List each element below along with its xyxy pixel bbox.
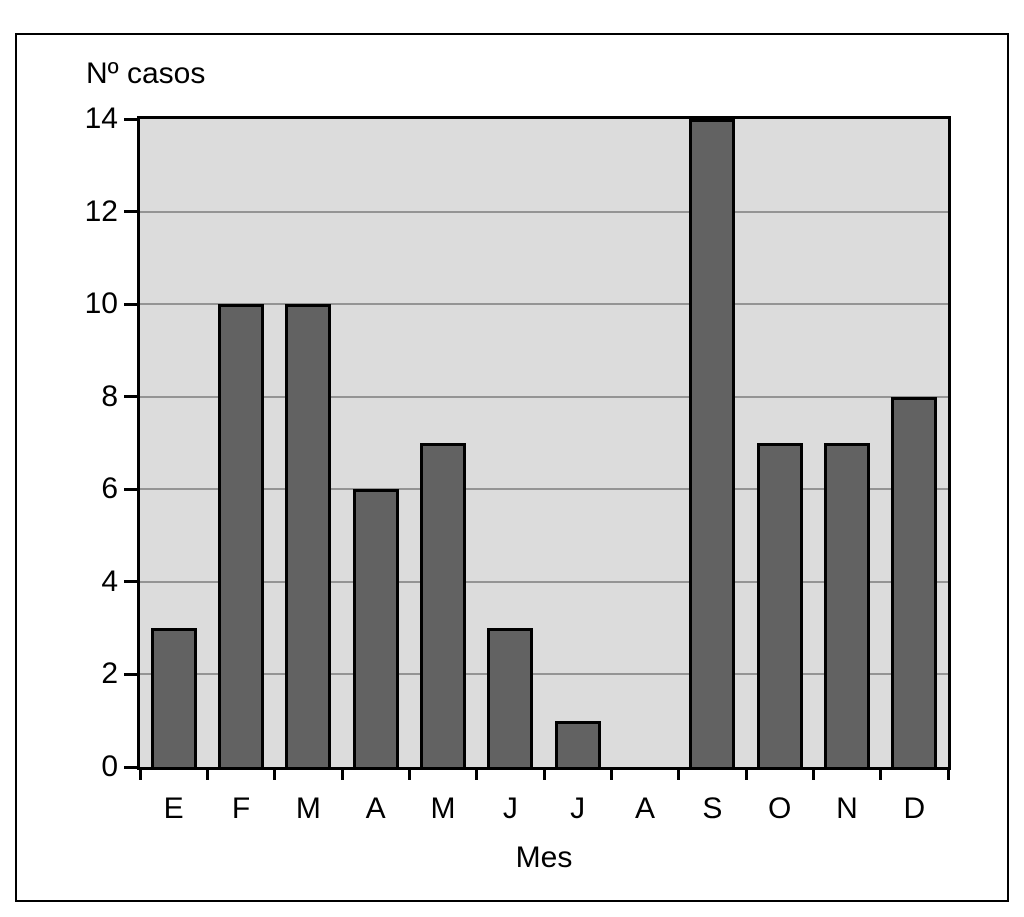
- x-tick-7: [609, 767, 613, 780]
- y-tick-6: [124, 487, 140, 491]
- bar-J-6: [554, 721, 601, 767]
- x-tick-2: [273, 767, 277, 780]
- x-tick-label-J-6: J: [570, 792, 586, 825]
- x-tick-0: [138, 767, 142, 780]
- y-tick-12: [124, 210, 140, 214]
- x-tick-label-A-3: A: [365, 792, 386, 825]
- y-tick-label-2: 2: [101, 657, 118, 691]
- plot-area: [137, 116, 951, 770]
- bar-O-9: [756, 443, 803, 767]
- bar-N-10: [824, 443, 870, 767]
- gridline-y-2: [140, 673, 948, 676]
- y-tick-0: [124, 765, 140, 769]
- x-tick-label-A-7: A: [634, 792, 655, 825]
- gridline-y-6: [140, 488, 948, 491]
- x-tick-label-S-8: S: [702, 792, 723, 825]
- y-tick-label-10: 10: [84, 287, 118, 321]
- y-tick-8: [124, 395, 140, 399]
- x-tick-label-E-0: E: [163, 792, 184, 825]
- bar-D-11: [891, 397, 938, 767]
- x-tick-12: [946, 767, 950, 780]
- y-tick-label-4: 4: [101, 564, 118, 598]
- bar-S-8: [689, 119, 736, 767]
- x-tick-1: [205, 767, 209, 780]
- x-tick-label-D-11: D: [903, 792, 926, 825]
- bar-E-0: [150, 628, 197, 767]
- y-axis-title: Nº casos: [86, 57, 206, 90]
- x-tick-9: [744, 767, 748, 780]
- y-tick-label-14: 14: [84, 102, 118, 135]
- x-tick-11: [879, 767, 883, 780]
- y-tick-2: [124, 672, 140, 676]
- gridline-y-12: [140, 210, 948, 213]
- x-tick-10: [811, 767, 815, 780]
- bar-J-5: [487, 628, 534, 767]
- x-axis-title: Mes: [515, 841, 573, 874]
- gridline-y-4: [140, 580, 948, 583]
- y-tick-label-6: 6: [101, 472, 118, 506]
- x-tick-label-N-10: N: [836, 792, 858, 825]
- y-tick-4: [124, 580, 140, 584]
- y-tick-10: [124, 302, 140, 306]
- y-tick-label-0: 0: [101, 750, 118, 783]
- y-tick-label-8: 8: [101, 379, 118, 413]
- gridline-y-8: [140, 395, 948, 398]
- x-tick-label-O-9: O: [767, 792, 792, 825]
- gridline-y-10: [140, 303, 948, 306]
- bar-M-2: [285, 304, 332, 767]
- bar-A-3: [352, 489, 399, 767]
- x-tick-3: [340, 767, 344, 780]
- x-tick-6: [542, 767, 546, 780]
- x-tick-label-J-5: J: [502, 792, 518, 825]
- x-tick-label-M-2: M: [295, 792, 321, 825]
- x-tick-5: [475, 767, 479, 780]
- y-tick-14: [124, 117, 140, 121]
- x-tick-4: [407, 767, 411, 780]
- x-tick-label-F-1: F: [231, 792, 251, 825]
- bar-F-1: [218, 304, 264, 767]
- bar-M-4: [420, 443, 466, 767]
- x-tick-label-M-4: M: [430, 792, 456, 825]
- x-tick-8: [677, 767, 681, 780]
- y-tick-label-12: 12: [84, 194, 118, 228]
